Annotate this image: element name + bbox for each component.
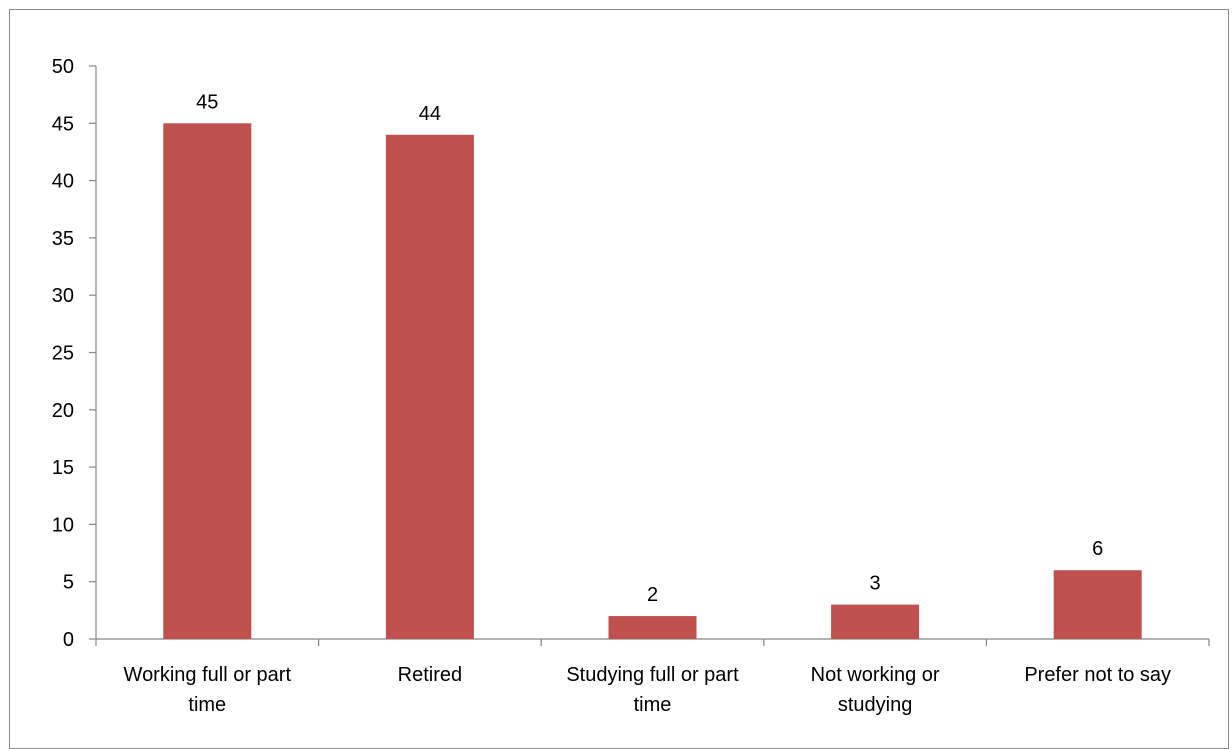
y-tick-label: 20 [52,400,74,422]
y-tick-label: 50 [52,56,74,78]
data-label: 2 [647,584,658,606]
bar [831,604,920,639]
data-label: 45 [196,91,218,113]
y-axis: 0 5 10 15 20 25 30 35 40 45 50 [52,56,97,651]
y-tick-label: 35 [52,228,74,250]
category-label: Retired [398,664,462,686]
category-labels: Working full or part time Retired Studying … [124,664,1172,716]
y-tick-label: 15 [52,457,74,479]
data-label: 3 [870,573,881,595]
data-label: 6 [1092,538,1103,560]
bar [608,616,697,639]
y-tick-label: 0 [63,629,74,651]
data-labels: 45 44 2 3 6 [196,91,1103,606]
y-tick-label: 45 [52,113,74,135]
x-axis [95,638,1210,646]
y-tick-label: 10 [52,514,74,536]
y-tick-label: 30 [52,285,74,307]
category-label: Studying full or part [566,664,739,686]
data-label: 44 [419,103,441,125]
category-label: time [634,694,672,716]
y-tick-label: 5 [63,572,74,594]
category-label: Working full or part [124,664,292,686]
bar [385,134,474,639]
bar [1053,570,1142,639]
category-label: time [188,694,226,716]
category-label: Not working or [811,664,940,686]
bar [163,123,252,640]
y-tick-label: 25 [52,343,74,365]
y-tick-label: 40 [52,171,74,193]
bars [163,123,1142,640]
category-label: Prefer not to say [1024,664,1171,686]
category-label: studying [838,694,913,716]
